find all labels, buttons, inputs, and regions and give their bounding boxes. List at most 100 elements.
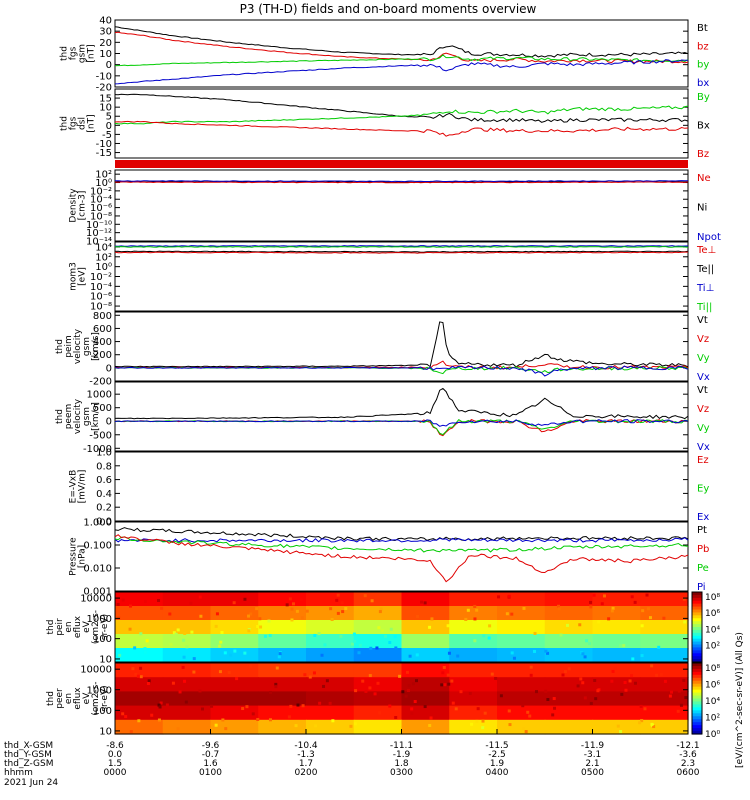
heatmap-cell: [544, 705, 594, 721]
heatmap-speck: [128, 627, 132, 631]
legend-Ni: Ni: [697, 203, 707, 214]
x-tick-label: 0200: [295, 768, 318, 778]
colorbar-tick-label: 10⁶: [705, 609, 720, 619]
heatmap-speck: [544, 689, 548, 693]
y-tick-label: 0.100: [83, 541, 112, 552]
colorbar-step: [692, 594, 702, 599]
series-Te: [114, 251, 688, 254]
x-tick-label: -12.1: [676, 741, 699, 751]
y-tick-label: 10⁰: [95, 262, 112, 273]
heatmap-speck: [476, 707, 480, 711]
y-tick-label: 10: [99, 726, 112, 737]
y-axis-label: Pressure: [69, 537, 79, 576]
heatmap-speck: [446, 624, 450, 628]
colorbar-step: [692, 665, 702, 670]
y-axis-label: sr-eV): [100, 685, 110, 711]
panel-efield: 1.0 0.8 0.6 0.4 0.2 0.0 E=-VxB [mV/m] Ez Ey Ex: [69, 448, 710, 528]
y-tick-label: 10⁻²: [90, 272, 112, 283]
heatmap-speck: [652, 725, 656, 729]
y-tick-label: 0.2: [96, 503, 112, 514]
heatmap-speck: [178, 690, 182, 694]
legend-Vx: Vx: [697, 372, 710, 383]
heatmap-speck: [215, 612, 219, 616]
heatmap-speck: [428, 625, 432, 629]
colorbar-step: [692, 635, 702, 640]
heatmap-cell: [497, 719, 546, 735]
heatmap-cell: [401, 705, 450, 721]
heatmap-speck: [274, 682, 278, 686]
heatmap-cell: [401, 606, 450, 621]
heatmap-speck: [165, 703, 169, 707]
heatmap-speck: [220, 631, 224, 635]
heatmap-speck: [643, 707, 647, 711]
heatmap-cell: [115, 592, 164, 607]
heatmap-speck: [482, 634, 486, 638]
colorbar-step: [692, 722, 702, 726]
heatmap-speck: [423, 601, 427, 605]
colorbar-step: [692, 671, 702, 676]
heatmap-speck: [389, 627, 393, 631]
heatmap-speck: [370, 599, 374, 603]
heatmap-speck: [353, 639, 357, 643]
heatmap-cell: [544, 677, 594, 692]
colorbar-step: [692, 677, 702, 682]
legend-Ey: Ey: [697, 484, 709, 495]
heatmap-speck: [121, 598, 125, 602]
heatmap-cell: [258, 634, 307, 649]
y-tick-label: 15: [99, 94, 112, 105]
heatmap-speck: [189, 601, 193, 605]
heatmap-speck: [277, 655, 281, 659]
y-axis-label: en: [64, 693, 74, 704]
heatmap-speck: [546, 698, 550, 702]
heatmap-cell: [210, 677, 259, 692]
heatmap-speck: [176, 628, 180, 632]
heatmap-cell: [401, 663, 450, 678]
y-tick-label: 10⁴: [95, 242, 112, 253]
colorbar-step: [692, 731, 702, 735]
heatmap-cell: [258, 592, 307, 607]
heatmap-cell: [449, 705, 498, 721]
heatmap-cell: [401, 719, 450, 735]
y-tick-label: 0: [106, 60, 112, 71]
heatmap-speck: [602, 594, 606, 598]
heatmap-speck: [330, 617, 334, 621]
heatmap-speck: [553, 706, 557, 710]
heatmap-speck: [475, 719, 479, 723]
heatmap-speck: [269, 690, 273, 694]
heatmap-speck: [241, 707, 245, 711]
heatmap-speck: [364, 689, 368, 693]
heatmap-speck: [650, 664, 654, 668]
heatmap-speck: [566, 623, 570, 627]
y-tick-label: -15: [96, 148, 112, 159]
heatmap-cell: [162, 620, 212, 635]
heatmap-speck: [287, 715, 291, 719]
x-tick-label: 1.8: [394, 759, 409, 769]
heatmap-speck: [192, 657, 196, 661]
y-tick-label: 30: [99, 27, 112, 38]
y-axis-label: [nT]: [87, 44, 97, 62]
y-tick-label: 100: [93, 634, 112, 645]
heatmap-speck: [532, 649, 536, 653]
heatmap-cell: [544, 648, 594, 663]
heatmap-speck: [376, 681, 380, 685]
y-axis-label: dsl: [78, 117, 88, 130]
y-axis-label: peir: [55, 618, 65, 636]
heatmap-cell: [640, 719, 689, 735]
y-tick-label: 20: [99, 38, 112, 49]
legend-Bz: Bz: [697, 149, 709, 160]
heatmap-speck: [442, 665, 446, 669]
y-tick-label: 10⁻⁸: [90, 211, 112, 222]
heatmap-speck: [221, 718, 225, 722]
y-tick-label: 1000: [87, 685, 112, 696]
heatmap-speck: [190, 630, 194, 634]
heatmap-speck: [139, 675, 143, 679]
heatmap-speck: [235, 677, 239, 681]
heatmap-speck: [201, 707, 205, 711]
y-axis-label: velocity: [73, 398, 83, 434]
colorbar-step: [692, 680, 702, 685]
heatmap-speck: [223, 651, 227, 655]
y-axis-label: eV: [82, 692, 92, 705]
heatmap-speck: [303, 673, 307, 677]
heatmap-cell: [210, 719, 259, 735]
